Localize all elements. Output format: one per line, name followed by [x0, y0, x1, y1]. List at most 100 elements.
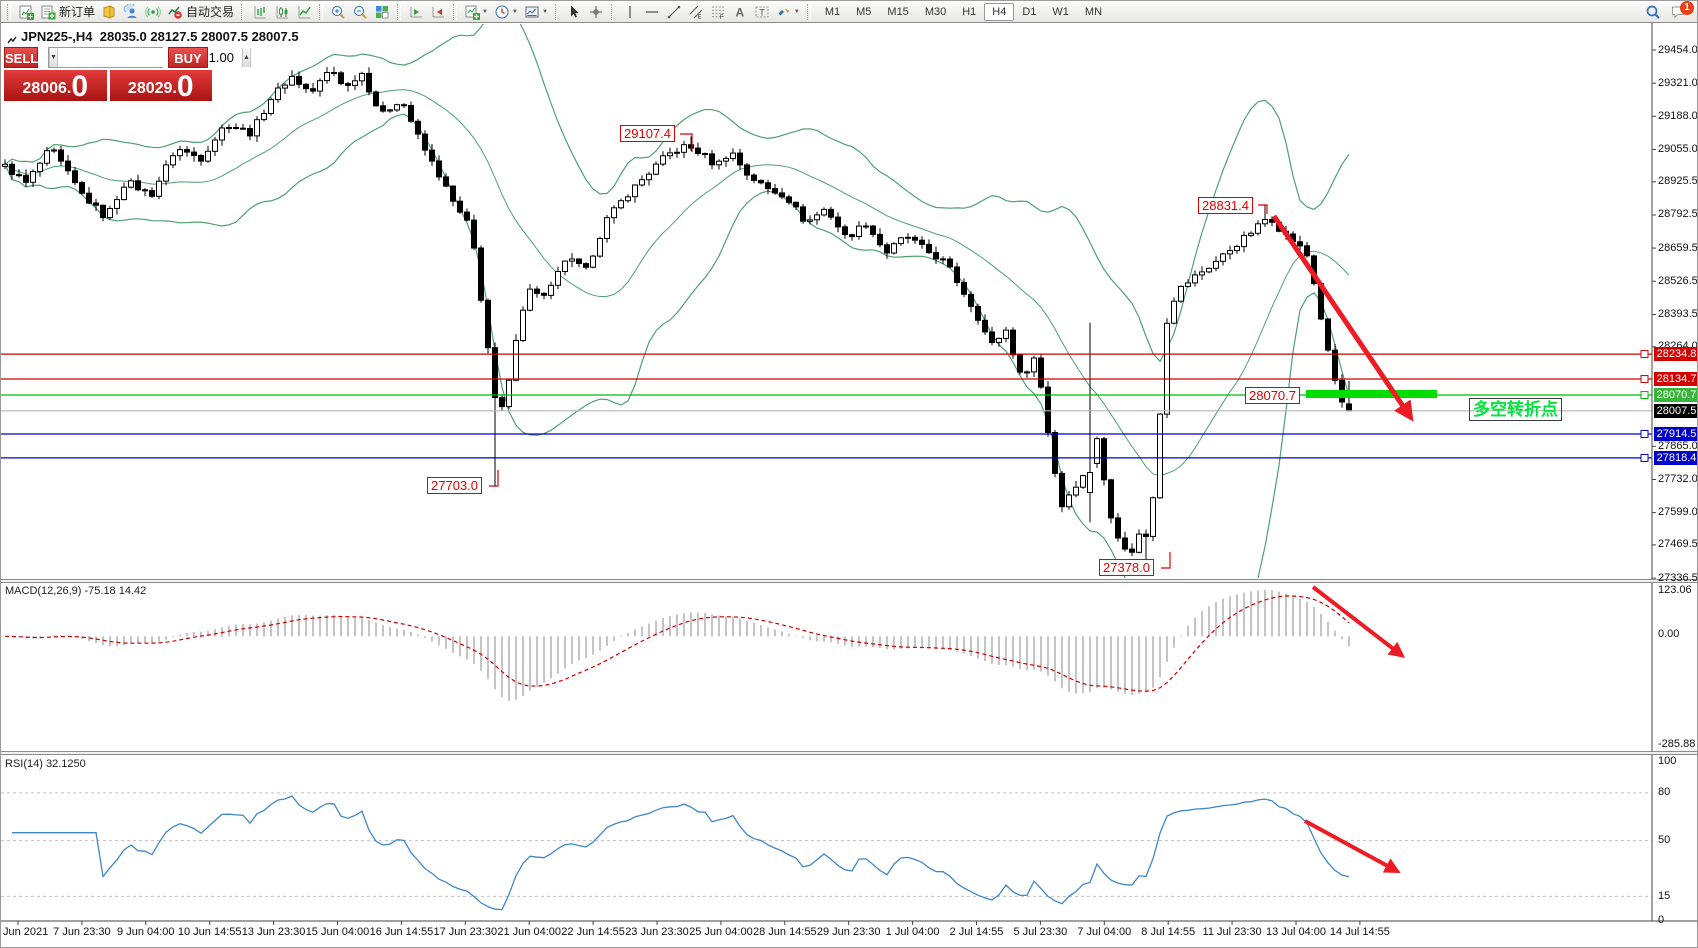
search-icon[interactable]: [1645, 4, 1661, 20]
toolbar-auto-trading-button[interactable]: 自动交易: [164, 2, 237, 22]
price-tag: 27818.4: [1654, 450, 1697, 465]
toolbar-candle-chart-mode-button[interactable]: [271, 2, 293, 22]
toolbar-trendline-button[interactable]: [663, 2, 685, 22]
toolbar-zoom-out-button[interactable]: [349, 2, 371, 22]
toolbar-new-order-button[interactable]: 新订单: [37, 2, 98, 22]
candlestick-series: [2, 66, 1352, 568]
timeframe-w1-button[interactable]: W1: [1052, 5, 1069, 18]
volume-decrease-button[interactable]: ▼: [49, 48, 58, 67]
toolbar-crosshair-button[interactable]: [585, 2, 607, 22]
trend-arrow[interactable]: [1311, 585, 1406, 658]
toolbar-grip: [319, 3, 324, 20]
trend-arrow[interactable]: [1271, 214, 1414, 422]
rsi-label: RSI(14) 32.1250: [5, 758, 86, 770]
price-annotation[interactable]: 27378.0: [1099, 559, 1154, 576]
toolbar-equidistant-channel-button[interactable]: E: [685, 2, 707, 22]
time-axis-label: 14 Jul 14:55: [1329, 926, 1390, 938]
toolbar-history-center-button[interactable]: [98, 2, 120, 22]
time-axis-label: 29 Jun 23:30: [816, 926, 881, 938]
toolbar-fibonacci-button[interactable]: F: [707, 2, 729, 22]
toolbar-bar-chart-mode-button[interactable]: [249, 2, 271, 22]
price-axis-label: 27599.0: [1658, 506, 1698, 519]
toolbar-indicators-button[interactable]: ▼: [461, 2, 491, 22]
svg-text:A: A: [735, 5, 744, 19]
timeframe-m1-button[interactable]: M1: [824, 5, 841, 18]
chat-button[interactable]: 1: [1669, 1, 1694, 20]
time-axis-label: 10 Jun 14:55: [177, 926, 242, 938]
price-axis-label: 28925.5: [1658, 175, 1698, 188]
hline-handle[interactable]: [1640, 453, 1649, 462]
toolbar-vertical-line-button[interactable]: [619, 2, 641, 22]
price-annotation[interactable]: 29107.4: [620, 125, 675, 142]
toolbar-zoom-in-button[interactable]: [327, 2, 349, 22]
toolbar-cursor-button[interactable]: [563, 2, 585, 22]
price-tag: 28134.7: [1654, 372, 1697, 387]
macd-axis-label: 0.00: [1658, 627, 1680, 640]
time-axis-label: 7 Jul 04:00: [1077, 926, 1132, 938]
macd-indicator: [4, 590, 1350, 701]
price-tag: 28070.7: [1654, 387, 1697, 402]
toolbar-new-chart-button[interactable]: [15, 2, 37, 22]
volume-stepper: ▼ ▲: [48, 47, 251, 68]
toolbar-grip: [241, 3, 246, 20]
buy-price-panel[interactable]: 28029. 0: [109, 70, 212, 102]
trend-arrow[interactable]: [1304, 819, 1401, 874]
toolbar-arrows-button[interactable]: ▼: [773, 2, 803, 22]
timeframe-m15-button[interactable]: M15: [887, 5, 909, 18]
volume-input[interactable]: [57, 48, 242, 67]
toolbar-periods-button[interactable]: ▼: [491, 2, 521, 22]
buy-button[interactable]: BUY: [168, 47, 208, 68]
time-axis-label: 28 Jun 14:55: [752, 926, 817, 938]
toolbar-templates-button[interactable]: ▼: [521, 2, 551, 22]
zoom-in-icon: [330, 4, 346, 20]
support-highlight-bar[interactable]: [1306, 390, 1437, 398]
macd-signal-line: [4, 595, 1350, 692]
sell-price: 28006: [22, 80, 67, 97]
toolbar-community-button[interactable]: [120, 2, 142, 22]
price-axis-label: 28659.5: [1658, 241, 1698, 254]
notification-badge: 1: [1680, 1, 1694, 15]
volume-increase-button[interactable]: ▲: [241, 48, 251, 67]
toolbar-grip: [610, 3, 615, 20]
toolbar-tile-windows-button[interactable]: [371, 2, 393, 22]
turning-point-note[interactable]: 多空转折点: [1469, 398, 1562, 421]
price-annotation[interactable]: 28831.4: [1198, 197, 1253, 214]
buy-price-dot: .: [172, 80, 177, 97]
hline-handle[interactable]: [1640, 429, 1649, 438]
rsi-indicator: [1, 792, 1652, 911]
timeframe-mn-button[interactable]: MN: [1084, 5, 1103, 18]
price-annotation[interactable]: 27703.0: [427, 477, 482, 494]
chevron-down-icon: ▼: [511, 8, 518, 15]
crosshair-icon: [588, 4, 604, 20]
time-axis-label: 21 Jun 04:00: [497, 926, 561, 938]
price-annotation[interactable]: 28070.7: [1245, 387, 1300, 404]
macd-axis-label: -285.88: [1658, 737, 1696, 750]
time-axis-label: 9 Jun 04:00: [117, 926, 175, 938]
sell-price-panel[interactable]: 28006. 0: [4, 70, 107, 102]
toolbar-signals-button[interactable]: [142, 2, 164, 22]
time-axis-label: 13 Jul 04:00: [1266, 926, 1326, 938]
toolbar-text-button[interactable]: A: [729, 2, 751, 22]
bars-icon: [252, 4, 268, 20]
hline-handle[interactable]: [1640, 350, 1649, 359]
timeframe-bar: M1 M5 M15 M30 H1 H4 D1 W1 MN: [817, 2, 1110, 21]
timeframe-m30-button[interactable]: M30: [924, 5, 947, 18]
timeframe-h1-button[interactable]: H1: [962, 5, 977, 18]
toolbar-chart-shift-button[interactable]: [405, 2, 427, 22]
toolbar-text-label-button[interactable]: T: [751, 2, 773, 22]
timeframe-d1-button[interactable]: D1: [1022, 5, 1037, 18]
rsi-axis-label: 100: [1658, 754, 1677, 767]
sell-button[interactable]: SELL: [4, 47, 38, 68]
toolbar-horizontal-line-button[interactable]: [641, 2, 663, 22]
macd-window-separator[interactable]: [1, 579, 1697, 583]
price-axis-label: 29454.0: [1658, 43, 1698, 56]
hline-handle[interactable]: [1640, 375, 1649, 384]
timeframe-m5-button[interactable]: M5: [856, 5, 872, 18]
rsi-window-separator[interactable]: [1, 751, 1697, 755]
timeframe-h4-button[interactable]: H4: [984, 2, 1015, 21]
toolbar-line-chart-mode-button[interactable]: [293, 2, 315, 22]
toolbar-auto-scroll-button[interactable]: [427, 2, 449, 22]
hline-handle[interactable]: [1640, 390, 1649, 399]
